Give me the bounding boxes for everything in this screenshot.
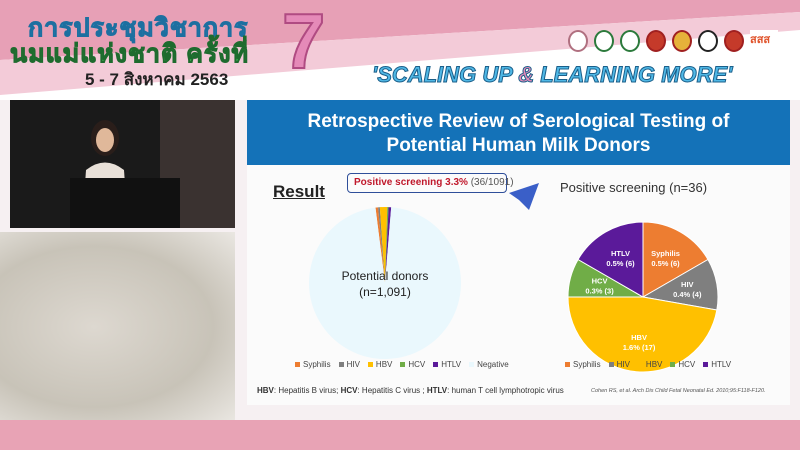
data-label: HTLV [611, 249, 630, 258]
data-label: HCV [592, 276, 608, 285]
pie1-center-label-1: Potential donors [342, 269, 429, 283]
conference-subtitle-thai: นมแม่แห่งชาติ ครั้งที่ [10, 40, 249, 69]
logo-icon [646, 30, 666, 52]
pie2-title: Positive screening (n=36) [560, 180, 708, 195]
pie-slice-syphilis [642, 221, 709, 298]
legend-item: HIV [338, 360, 360, 369]
pie-slice-hiv [378, 207, 385, 283]
data-label: 0.5% (6) [651, 259, 680, 268]
pie-slice-syphilis [375, 207, 385, 283]
donor-pie [309, 207, 462, 359]
logo-icon [568, 30, 588, 52]
conference-banner: การประชุมวิชาการ นมแม่แห่งชาติ ครั้งที่ … [0, 0, 800, 100]
pie-slice-hbv [567, 296, 718, 373]
data-label: Syphilis [651, 249, 680, 258]
data-label: 0.4% (4) [673, 290, 702, 299]
legend-item: HTLV [433, 360, 461, 369]
thaihealth-logo: สสส [750, 30, 778, 52]
legend-item: HIV [608, 360, 630, 369]
pie-slice-htlv [577, 221, 644, 298]
legend-item: HTLV [703, 360, 731, 369]
result-heading: Result [273, 182, 325, 201]
pie-slice-hcv [385, 207, 389, 283]
citation: Cohen RS, et al. Arch Dis Child Fetal Ne… [591, 388, 766, 394]
background-child-photo [0, 232, 235, 422]
speaker-video [10, 100, 235, 228]
data-label: 0.3% (3) [585, 286, 614, 295]
legend-item: HCV [400, 360, 425, 369]
podium [70, 178, 180, 228]
legend-item: HBV [367, 360, 392, 369]
pie-slice-htlv [385, 207, 392, 283]
logo-icon [698, 30, 718, 52]
footer-strip [0, 420, 800, 450]
arrow-icon [509, 183, 539, 210]
legend-item: Syphilis [295, 360, 331, 369]
pie1-legend: Syphilis HIV HBV HCV HTLV Negative [295, 360, 509, 369]
logo-icon [620, 30, 640, 52]
data-label: 1.6% (17) [623, 343, 656, 352]
edition-number: 7 [281, 0, 326, 85]
conference-date: 5 - 7 สิงหาคม 2563 [85, 70, 229, 89]
legend-item: HBV [637, 360, 662, 369]
logo-icon [672, 30, 692, 52]
pie2-legend: Syphilis HIV HBV HCV HTLV [565, 360, 731, 369]
presentation-slide: Retrospective Review of Serological Test… [247, 100, 790, 405]
partner-logos: สสส [568, 30, 778, 52]
pie1-center-label-2: (n=1,091) [359, 285, 411, 299]
slogan: 'SCALING UP & LEARNING MORE' [371, 62, 733, 88]
data-label: 0.5% (6) [606, 259, 635, 268]
slide-title: Retrospective Review of Serological Test… [247, 100, 790, 165]
pie-slice-hbv [379, 207, 388, 283]
legend-item: Negative [469, 360, 509, 369]
pie-slice-negative [309, 207, 462, 359]
legend-item: Syphilis [565, 360, 601, 369]
data-label: HIV [681, 280, 694, 289]
abbreviation-footnote: HBV: Hepatitis B virus; HCV: Hepatitis C… [257, 386, 564, 395]
positive-screening-callout: Positive screening 3.3% (36/1091) [347, 173, 514, 193]
logo-icon [724, 30, 744, 52]
data-label: HBV [631, 333, 647, 342]
logo-icon [594, 30, 614, 52]
legend-item: HCV [670, 360, 695, 369]
conference-title-thai: การประชุมวิชาการ [27, 14, 249, 43]
